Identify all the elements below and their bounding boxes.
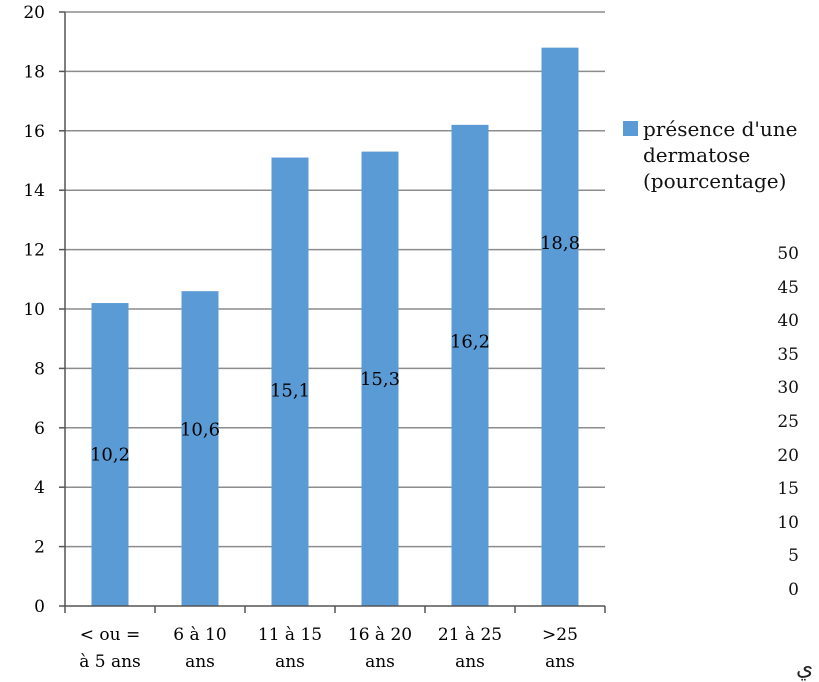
y-tick-label: 18: [23, 62, 45, 82]
x-tick-label: à 5 ans: [79, 652, 141, 672]
x-tick-label: < ou =: [80, 625, 140, 645]
y-tick-label: 0: [34, 597, 45, 617]
data-labels: 10,2 10,6 15,1 15,3 16,2 18,8: [90, 233, 580, 465]
y-tick-label: 4: [34, 478, 45, 498]
data-label: 10,2: [90, 445, 130, 466]
data-label: 15,3: [360, 369, 400, 390]
secondary-axis-tick-label: 50: [777, 244, 799, 264]
x-tick-labels: < ou = à 5 ans 6 à 10 ans 11 à 15 ans 16 à 20 a…: [79, 625, 578, 672]
y-tick-label: 10: [23, 300, 45, 320]
legend-label: présence d'une dermatose (pourcentage): [643, 117, 798, 193]
bar: [541, 47, 579, 606]
x-tick-label: ans: [545, 652, 575, 672]
corner-glyph: ي: [796, 656, 814, 681]
y-tick-label: 8: [34, 359, 45, 379]
secondary-axis-tick-label: 0: [788, 580, 799, 600]
secondary-axis-tick-label: 40: [777, 311, 799, 332]
x-tick-label: ans: [365, 652, 395, 672]
gridlines: [65, 11, 605, 548]
x-tick-label: 21 à 25: [438, 625, 502, 645]
y-tick-label: 6: [34, 419, 45, 439]
secondary-axis-tick-label: 10: [777, 512, 799, 533]
y-tick-label: 20: [23, 3, 45, 23]
x-tick-label: 6 à 10: [173, 625, 226, 645]
bar: [91, 303, 129, 606]
secondary-axis-tick-label: 30: [777, 378, 799, 399]
x-tick-label: ans: [275, 652, 305, 672]
x-tick-label: 11 à 15: [258, 625, 322, 645]
x-tick-label: ans: [455, 652, 485, 672]
data-label: 18,8: [540, 233, 580, 254]
data-label: 15,1: [270, 381, 310, 402]
x-tick-label: ans: [185, 652, 215, 672]
y-tick-label: 2: [34, 538, 45, 558]
y-tick-label: 12: [23, 241, 45, 261]
bar: [451, 124, 489, 607]
data-label: 10,6: [180, 420, 220, 441]
bar: [361, 151, 399, 606]
bars: [91, 47, 579, 607]
y-tick-label: 14: [23, 181, 45, 201]
secondary-axis-tick-label: 15: [777, 479, 799, 500]
secondary-axis-tick-label: 5: [788, 546, 799, 567]
data-label: 16,2: [450, 331, 490, 352]
secondary-axis-tick-label: 25: [777, 412, 799, 432]
x-tick-label: 16 à 20: [348, 625, 412, 645]
x-tick-label: >25: [542, 625, 578, 645]
secondary-axis: 50 45 40 35 30 25 20 15 10 5 0: [770, 244, 819, 604]
y-tick-labels: 0 2 4 6 8 10 12 14 16 18 20: [23, 3, 45, 617]
axes: [59, 11, 606, 613]
legend-swatch: [623, 121, 638, 136]
y-tick-label: 16: [23, 122, 45, 142]
secondary-axis-tick-label: 35: [777, 344, 799, 365]
bar: [271, 157, 309, 606]
secondary-axis-tick-label: 20: [777, 445, 799, 466]
secondary-axis-tick-label: 45: [777, 277, 799, 298]
bar: [181, 291, 219, 606]
